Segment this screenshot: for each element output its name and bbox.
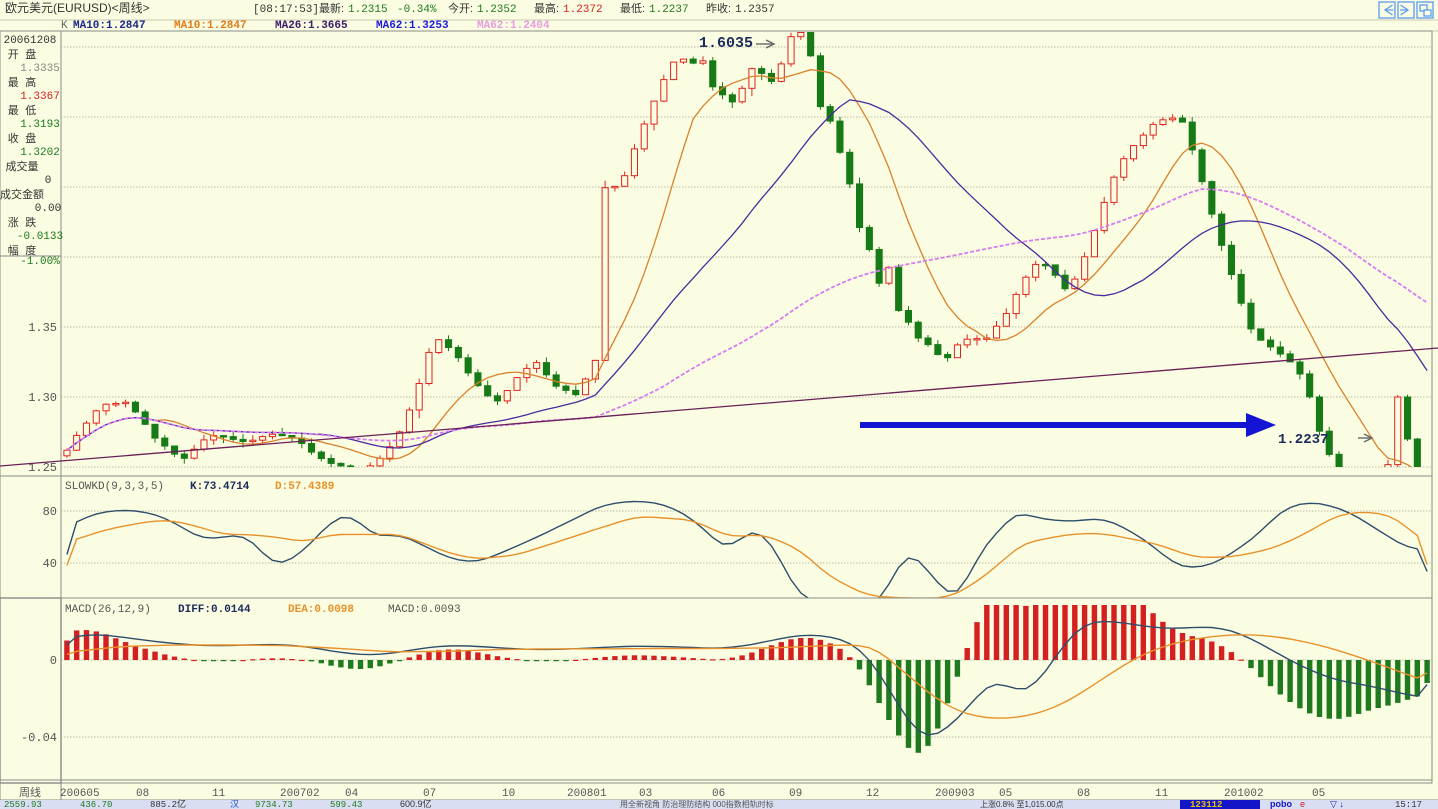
svg-text:1.2237: 1.2237	[649, 4, 689, 16]
svg-text:MA26:1.3665: MA26:1.3665	[275, 20, 348, 32]
svg-text:1.35: 1.35	[28, 321, 57, 335]
svg-text:11: 11	[1155, 788, 1169, 800]
svg-text:9734.73: 9734.73	[255, 800, 293, 809]
svg-text:1.2237: 1.2237	[1278, 432, 1328, 448]
svg-text:1.3193: 1.3193	[20, 119, 60, 131]
svg-text:15:17: 15:17	[1395, 800, 1422, 809]
svg-text:▽ ↓: ▽ ↓	[1330, 799, 1344, 809]
svg-text:MA62:1.2404: MA62:1.2404	[477, 20, 550, 32]
svg-text:今开:: 今开:	[448, 1, 473, 15]
svg-text:12: 12	[866, 788, 879, 800]
svg-text:0: 0	[50, 654, 57, 668]
svg-text:pobo: pobo	[1270, 799, 1292, 809]
svg-text:885.2亿: 885.2亿	[150, 798, 186, 809]
svg-text:08: 08	[136, 788, 149, 800]
svg-text:0.00: 0.00	[35, 203, 61, 215]
svg-text:40: 40	[43, 557, 57, 571]
svg-text:上涨0.8% 至1,015.00点: 上涨0.8% 至1,015.00点	[980, 799, 1064, 809]
svg-text:欧元美元(EURUSD)<周线>: 欧元美元(EURUSD)<周线>	[5, 1, 150, 15]
svg-text:599.43: 599.43	[330, 800, 362, 809]
svg-text:1.3202: 1.3202	[20, 147, 60, 159]
svg-text:DEA:0.0098: DEA:0.0098	[288, 604, 354, 616]
svg-text:MA10:1.2847: MA10:1.2847	[174, 20, 247, 32]
svg-text:600.9亿: 600.9亿	[400, 798, 432, 809]
svg-text:0: 0	[45, 175, 52, 187]
svg-text:1.2357: 1.2357	[735, 4, 775, 16]
svg-text:最 低: 最 低	[8, 104, 37, 118]
svg-text:2559.93: 2559.93	[4, 800, 42, 809]
svg-text:20061208: 20061208	[4, 35, 57, 47]
svg-text:SLOWKD(9,3,3,5): SLOWKD(9,3,3,5)	[65, 481, 164, 493]
svg-text:200903: 200903	[935, 788, 975, 800]
svg-text:MACD(26,12,9): MACD(26,12,9)	[65, 604, 151, 616]
svg-text:最低:: 最低:	[620, 2, 645, 15]
svg-text:成交金额: 成交金额	[0, 187, 44, 202]
svg-text:收 盘: 收 盘	[8, 131, 37, 146]
svg-text:用全新视角 防治理防结构 000指数相轨时标: 用全新视角 防治理防结构 000指数相轨时标	[620, 799, 774, 809]
svg-text:201002: 201002	[1224, 788, 1264, 800]
svg-text:-0.04: -0.04	[21, 731, 57, 745]
svg-text:1.30: 1.30	[28, 391, 57, 405]
svg-text:DIFF:0.0144: DIFF:0.0144	[178, 604, 251, 616]
svg-text:e: e	[1300, 799, 1305, 809]
svg-text:10: 10	[502, 788, 515, 800]
svg-text:123112: 123112	[1190, 800, 1222, 809]
svg-text:200605: 200605	[60, 788, 100, 800]
svg-text:-1.00%: -1.00%	[20, 256, 60, 268]
svg-text:-0.0133: -0.0133	[17, 231, 63, 243]
svg-text:汉: 汉	[230, 799, 239, 809]
svg-text:06: 06	[712, 788, 725, 800]
svg-text:最新:: 最新:	[319, 1, 344, 15]
svg-text:开 盘: 开 盘	[8, 47, 37, 62]
svg-text:1.2372: 1.2372	[563, 4, 603, 16]
svg-text:03: 03	[639, 788, 652, 800]
svg-text:1.3367: 1.3367	[20, 91, 60, 103]
svg-text:1.3335: 1.3335	[20, 63, 60, 75]
svg-text:K:73.4714: K:73.4714	[190, 481, 250, 493]
svg-text:K: K	[61, 20, 68, 32]
svg-text:MA62:1.3253: MA62:1.3253	[376, 20, 449, 32]
svg-text:最高:: 最高:	[534, 1, 559, 15]
svg-text:80: 80	[43, 505, 57, 519]
svg-text:D:57.4389: D:57.4389	[275, 481, 334, 493]
svg-text:1.6035: 1.6035	[699, 35, 753, 52]
svg-text:05: 05	[999, 788, 1012, 800]
svg-text:MA10:1.2847: MA10:1.2847	[73, 20, 146, 32]
svg-text:05: 05	[1312, 788, 1325, 800]
svg-text:200801: 200801	[567, 788, 607, 800]
svg-text:08: 08	[1077, 788, 1090, 800]
svg-text:-0.34%: -0.34%	[397, 4, 437, 16]
svg-text:成交量: 成交量	[6, 159, 39, 174]
svg-text:436.70: 436.70	[80, 800, 112, 809]
svg-text:1.2315: 1.2315	[348, 4, 388, 16]
svg-text:最 高: 最 高	[8, 75, 37, 90]
svg-text:昨收:: 昨收:	[706, 1, 731, 15]
svg-text:09: 09	[789, 788, 802, 800]
svg-text:1.2352: 1.2352	[477, 4, 517, 16]
svg-text:200702: 200702	[280, 788, 320, 800]
svg-text:周线: 周线	[19, 785, 41, 799]
svg-text:MACD:0.0093: MACD:0.0093	[388, 604, 461, 616]
svg-text:04: 04	[345, 788, 359, 800]
svg-text:[08:17:53]: [08:17:53]	[253, 4, 319, 16]
svg-text:11: 11	[212, 788, 226, 800]
svg-text:涨 跌: 涨 跌	[8, 215, 37, 230]
